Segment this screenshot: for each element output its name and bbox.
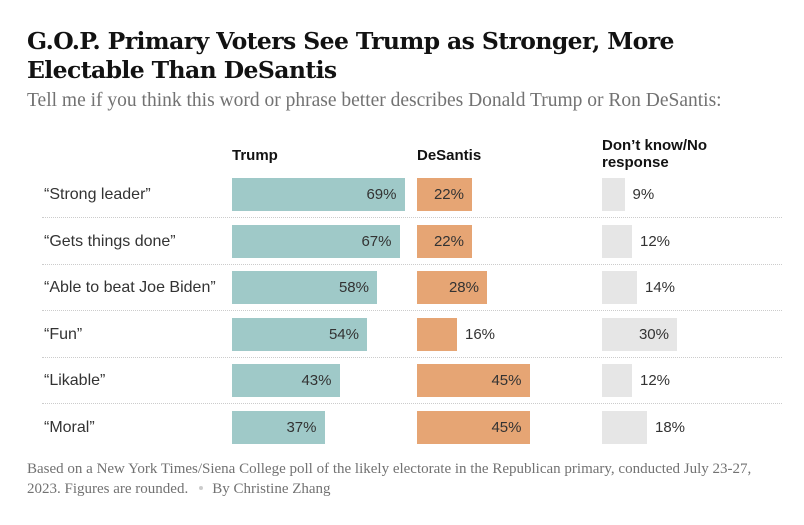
separator-dot bbox=[199, 486, 204, 491]
chart-title: G.O.P. Primary Voters See Trump as Stron… bbox=[27, 27, 675, 84]
data-label: 30% bbox=[638, 325, 669, 343]
bar-desantis bbox=[417, 364, 530, 397]
bar-desantis bbox=[417, 271, 487, 304]
bar-trump bbox=[232, 271, 377, 304]
column-header-don-t-know-no-response: Don’t know/No response bbox=[602, 137, 707, 171]
data-label: 22% bbox=[433, 186, 464, 203]
data-label: 12% bbox=[640, 372, 671, 389]
byline: By Christine Zhang bbox=[212, 481, 331, 497]
data-label: 9% bbox=[632, 186, 655, 203]
data-label: 69% bbox=[366, 186, 397, 203]
data-label: 28% bbox=[448, 279, 479, 296]
bar-trump bbox=[232, 410, 325, 444]
bar-don-t-know-no-response bbox=[602, 317, 677, 351]
bar-trump bbox=[232, 178, 405, 211]
bar-desantis bbox=[417, 224, 472, 258]
source-note: Based on a New York Times/Siena College … bbox=[27, 459, 787, 499]
column-header-trump: Trump bbox=[232, 147, 278, 164]
data-label: 54% bbox=[328, 325, 359, 343]
data-label: 22% bbox=[433, 232, 464, 250]
data-label: 37% bbox=[286, 418, 317, 436]
data-label: 45% bbox=[491, 418, 522, 436]
chart-subtitle: Tell me if you think this word or phrase… bbox=[27, 90, 722, 111]
row-separator bbox=[42, 356, 782, 358]
row-label: “Fun” bbox=[44, 325, 83, 343]
bar-desantis bbox=[417, 178, 472, 211]
bar-don-t-know-no-response bbox=[602, 178, 625, 211]
column-header-desantis: DeSantis bbox=[417, 147, 482, 164]
bar-trump bbox=[232, 364, 340, 397]
bar-don-t-know-no-response bbox=[602, 364, 632, 397]
data-label: 67% bbox=[361, 232, 392, 250]
data-label: 14% bbox=[645, 279, 676, 296]
data-label: 45% bbox=[491, 372, 522, 389]
row-separator bbox=[42, 263, 782, 265]
data-label: 16% bbox=[465, 325, 496, 343]
row-separator bbox=[42, 310, 782, 311]
bar-desantis bbox=[417, 410, 530, 444]
row-label: “Able to beat Joe Biden” bbox=[44, 279, 216, 296]
bar-don-t-know-no-response bbox=[602, 224, 632, 258]
row-label: “Moral” bbox=[44, 418, 95, 436]
row-label: “Likable” bbox=[44, 372, 106, 389]
row-label: “Gets things done” bbox=[44, 232, 176, 250]
data-label: 58% bbox=[338, 279, 369, 296]
bar-trump bbox=[232, 224, 400, 258]
bar-desantis bbox=[417, 317, 457, 351]
source-text: Based on a New York Times/Siena College … bbox=[27, 461, 752, 497]
bar-trump bbox=[232, 317, 367, 351]
bar-don-t-know-no-response bbox=[602, 410, 647, 444]
data-label: 43% bbox=[301, 372, 332, 389]
bar-don-t-know-no-response bbox=[602, 271, 637, 304]
row-separator bbox=[42, 217, 782, 218]
row-label: “Strong leader” bbox=[44, 186, 151, 203]
data-label: 12% bbox=[640, 232, 671, 250]
row-separator bbox=[42, 403, 782, 404]
data-label: 18% bbox=[655, 418, 686, 436]
